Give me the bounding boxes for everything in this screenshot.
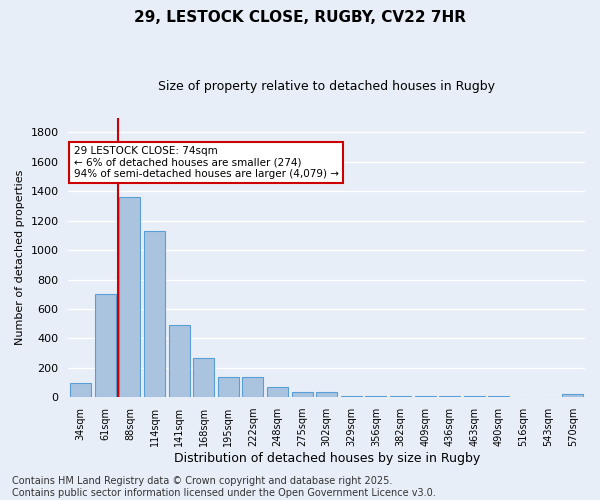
Bar — [70, 382, 91, 397]
Text: 29 LESTOCK CLOSE: 74sqm
← 6% of detached houses are smaller (274)
94% of semi-de: 29 LESTOCK CLOSE: 74sqm ← 6% of detached… — [74, 146, 338, 179]
Bar — [193, 358, 214, 397]
Bar — [316, 392, 337, 397]
X-axis label: Distribution of detached houses by size in Rugby: Distribution of detached houses by size … — [173, 452, 480, 465]
Bar — [218, 376, 239, 397]
Title: Size of property relative to detached houses in Rugby: Size of property relative to detached ho… — [158, 80, 495, 93]
Bar — [562, 394, 583, 397]
Text: 29, LESTOCK CLOSE, RUGBY, CV22 7HR: 29, LESTOCK CLOSE, RUGBY, CV22 7HR — [134, 10, 466, 25]
Bar — [292, 392, 313, 397]
Bar — [95, 294, 116, 397]
Bar — [365, 396, 386, 397]
Bar — [169, 325, 190, 397]
Y-axis label: Number of detached properties: Number of detached properties — [15, 170, 25, 345]
Bar — [267, 387, 288, 397]
Bar — [464, 396, 485, 397]
Bar — [415, 396, 436, 397]
Bar — [488, 396, 509, 397]
Bar — [439, 396, 460, 397]
Bar — [144, 231, 165, 397]
Text: Contains HM Land Registry data © Crown copyright and database right 2025.
Contai: Contains HM Land Registry data © Crown c… — [12, 476, 436, 498]
Bar — [341, 396, 362, 397]
Bar — [390, 396, 411, 397]
Bar — [119, 197, 140, 397]
Bar — [242, 376, 263, 397]
